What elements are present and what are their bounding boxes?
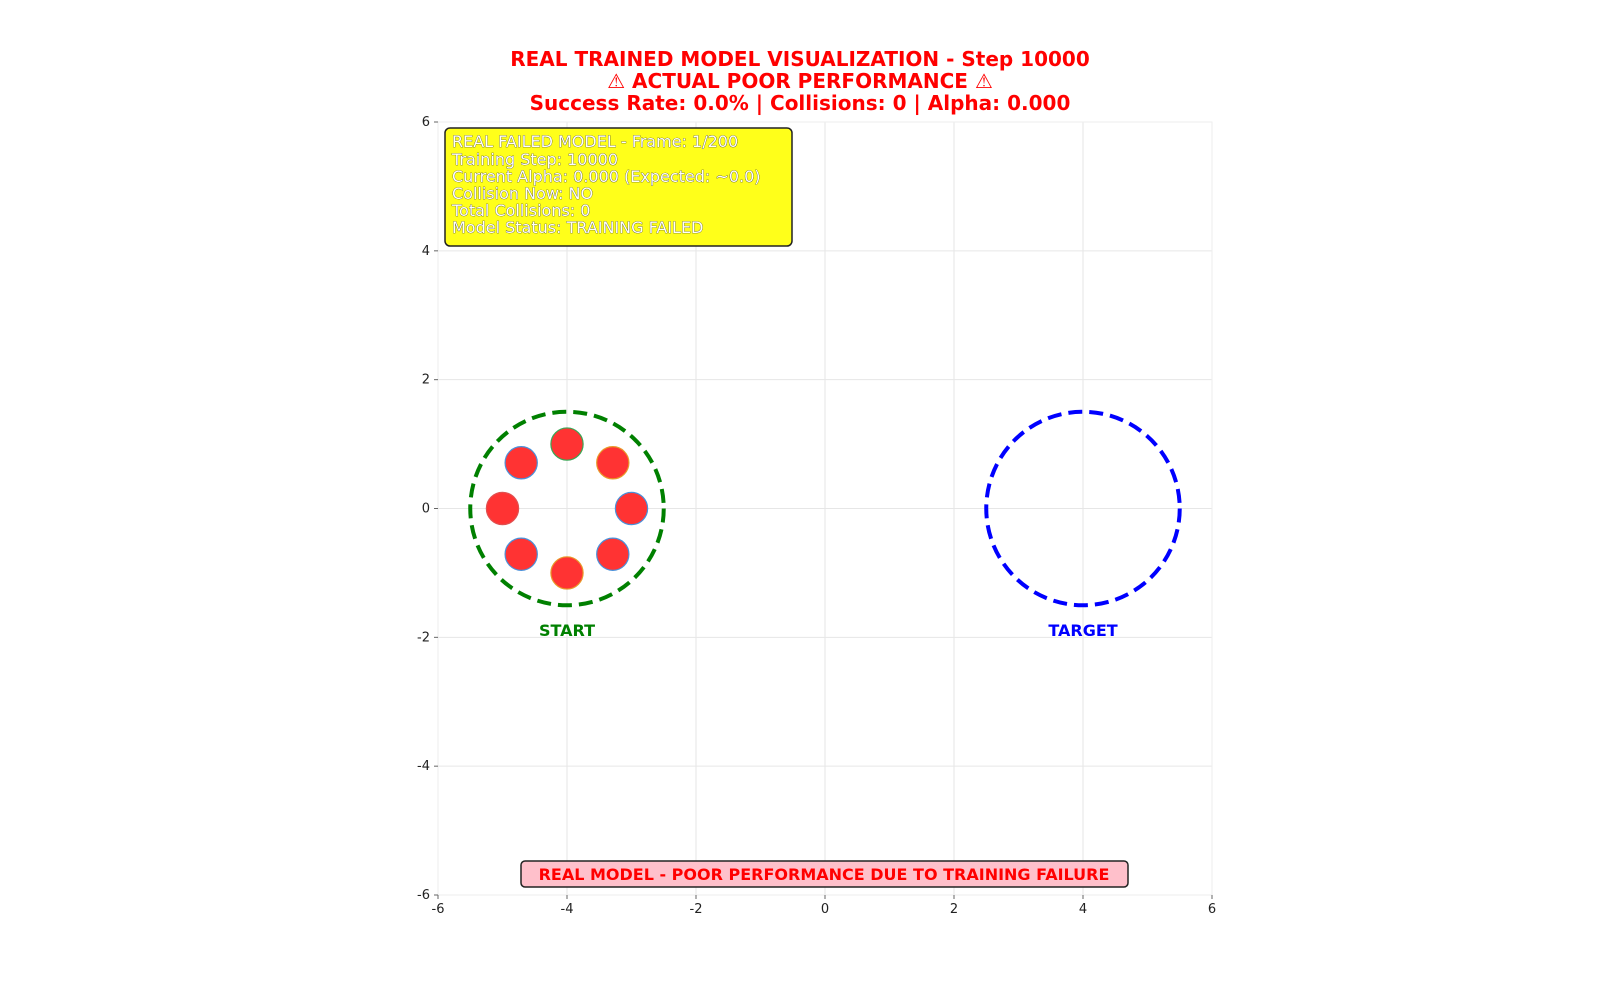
info-line-3: Current Alpha: 0.000 (Expected: ~0.0)	[452, 167, 761, 186]
agent-marker-3	[614, 491, 649, 526]
axis-ticks: -6 -4 -2 0 2 4 6 6 4 2 0 -2 -4 -6	[417, 115, 1216, 917]
status-banner-text: REAL MODEL - POOR PERFORMANCE DUE TO TRA…	[539, 865, 1110, 884]
agent-marker-6	[504, 537, 538, 571]
agent-marker-8	[504, 446, 538, 480]
y-tick-label-5: -4	[417, 759, 430, 774]
title-line-1: REAL TRAINED MODEL VISUALIZATION - Step …	[510, 47, 1090, 71]
start-zone-circle	[468, 409, 666, 608]
info-box: REAL FAILED MODEL - Frame: 1/200 Trainin…	[444, 127, 793, 247]
x-tick-label-1: -4	[561, 902, 574, 917]
agent-marker-2	[596, 446, 630, 480]
zones: START TARGET	[468, 409, 1182, 640]
info-line-4: Collision Now: NO	[452, 184, 593, 203]
y-tick-label-3: 0	[422, 502, 430, 517]
info-line-2: Training Step: 10000	[451, 150, 618, 169]
agent-marker-1	[550, 427, 584, 461]
target-zone-circle	[984, 409, 1182, 608]
y-tick-label-6: -6	[417, 888, 430, 903]
agent-marker-7	[485, 491, 520, 526]
chart-title: REAL TRAINED MODEL VISUALIZATION - Step …	[0, 48, 1600, 114]
x-tick-label-0: -6	[432, 902, 445, 917]
info-box-background	[444, 127, 793, 247]
x-tick-label-6: 6	[1208, 902, 1216, 917]
y-tick-label-0: 6	[422, 115, 430, 130]
x-tick-label-3: 0	[821, 902, 829, 917]
agent-marker-4	[596, 537, 630, 571]
status-banner: REAL MODEL - POOR PERFORMANCE DUE TO TRA…	[520, 860, 1129, 888]
title-line-2: ⚠ ACTUAL POOR PERFORMANCE ⚠	[607, 69, 993, 93]
status-banner-background	[520, 860, 1129, 888]
agent-marker-5	[550, 556, 584, 590]
start-zone-label: START	[539, 621, 595, 640]
info-line-6: Model Status: TRAINING FAILED	[452, 218, 703, 237]
x-tick-label-4: 2	[950, 902, 958, 917]
y-tick-label-2: 2	[422, 373, 430, 388]
title-line-3: Success Rate: 0.0% | Collisions: 0 | Alp…	[529, 91, 1071, 115]
y-tick-label-1: 4	[422, 244, 430, 259]
agents	[485, 427, 649, 590]
x-tick-label-5: 4	[1079, 902, 1087, 917]
y-tick-label-4: -2	[417, 630, 430, 645]
info-line-1: REAL FAILED MODEL - Frame: 1/200	[452, 132, 738, 151]
x-tick-label-2: -2	[690, 902, 703, 917]
target-zone-label: TARGET	[1048, 621, 1117, 640]
info-line-5: Total Collisions: 0	[451, 201, 590, 220]
